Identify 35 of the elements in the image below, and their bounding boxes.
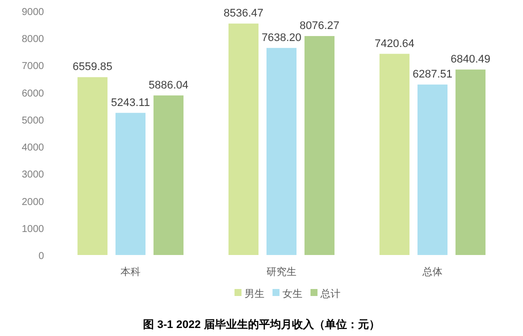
y-tick-label: 1000 bbox=[22, 224, 44, 235]
data-label: 6840.49 bbox=[450, 54, 490, 66]
x-tick-label: 研究生 bbox=[266, 266, 296, 278]
y-tick-label: 9000 bbox=[22, 7, 44, 18]
y-tick-label: 5000 bbox=[22, 115, 44, 126]
data-label: 7420.64 bbox=[374, 38, 414, 50]
bar bbox=[116, 112, 146, 255]
y-tick-label: 7000 bbox=[22, 61, 44, 72]
y-tick-label: 2000 bbox=[22, 196, 44, 208]
y-tick-label: 6000 bbox=[22, 88, 44, 100]
bar bbox=[418, 84, 448, 255]
bar bbox=[228, 24, 258, 255]
bar bbox=[304, 36, 334, 255]
data-label: 7638.20 bbox=[262, 32, 302, 44]
legend-label: 女生 bbox=[282, 288, 302, 300]
text: 图 3-1 2022 届毕业生的平均月收入（单位：元） bbox=[143, 318, 380, 331]
legend-label: 男生 bbox=[244, 288, 264, 300]
x-tick-label: 本科 bbox=[120, 266, 140, 278]
y-tick-label: 8000 bbox=[22, 34, 44, 46]
data-label: 5886.04 bbox=[148, 79, 188, 92]
data-label: 8536.47 bbox=[224, 8, 264, 20]
legend-label: 总计 bbox=[320, 288, 340, 300]
y-tick-label: 3000 bbox=[22, 170, 44, 181]
bar bbox=[456, 70, 486, 255]
x-tick-label: 总体 bbox=[422, 266, 442, 278]
bar bbox=[154, 95, 184, 255]
data-label: 5243.11 bbox=[111, 96, 150, 109]
data-label: 8076.27 bbox=[300, 20, 340, 32]
bar bbox=[78, 77, 108, 255]
bar bbox=[380, 54, 410, 255]
data-label: 6559.85 bbox=[72, 61, 112, 74]
data-label: 6287.51 bbox=[412, 68, 452, 81]
y-tick-label: 4000 bbox=[22, 142, 44, 154]
y-tick-label: 0 bbox=[38, 251, 44, 262]
bar bbox=[266, 48, 296, 255]
